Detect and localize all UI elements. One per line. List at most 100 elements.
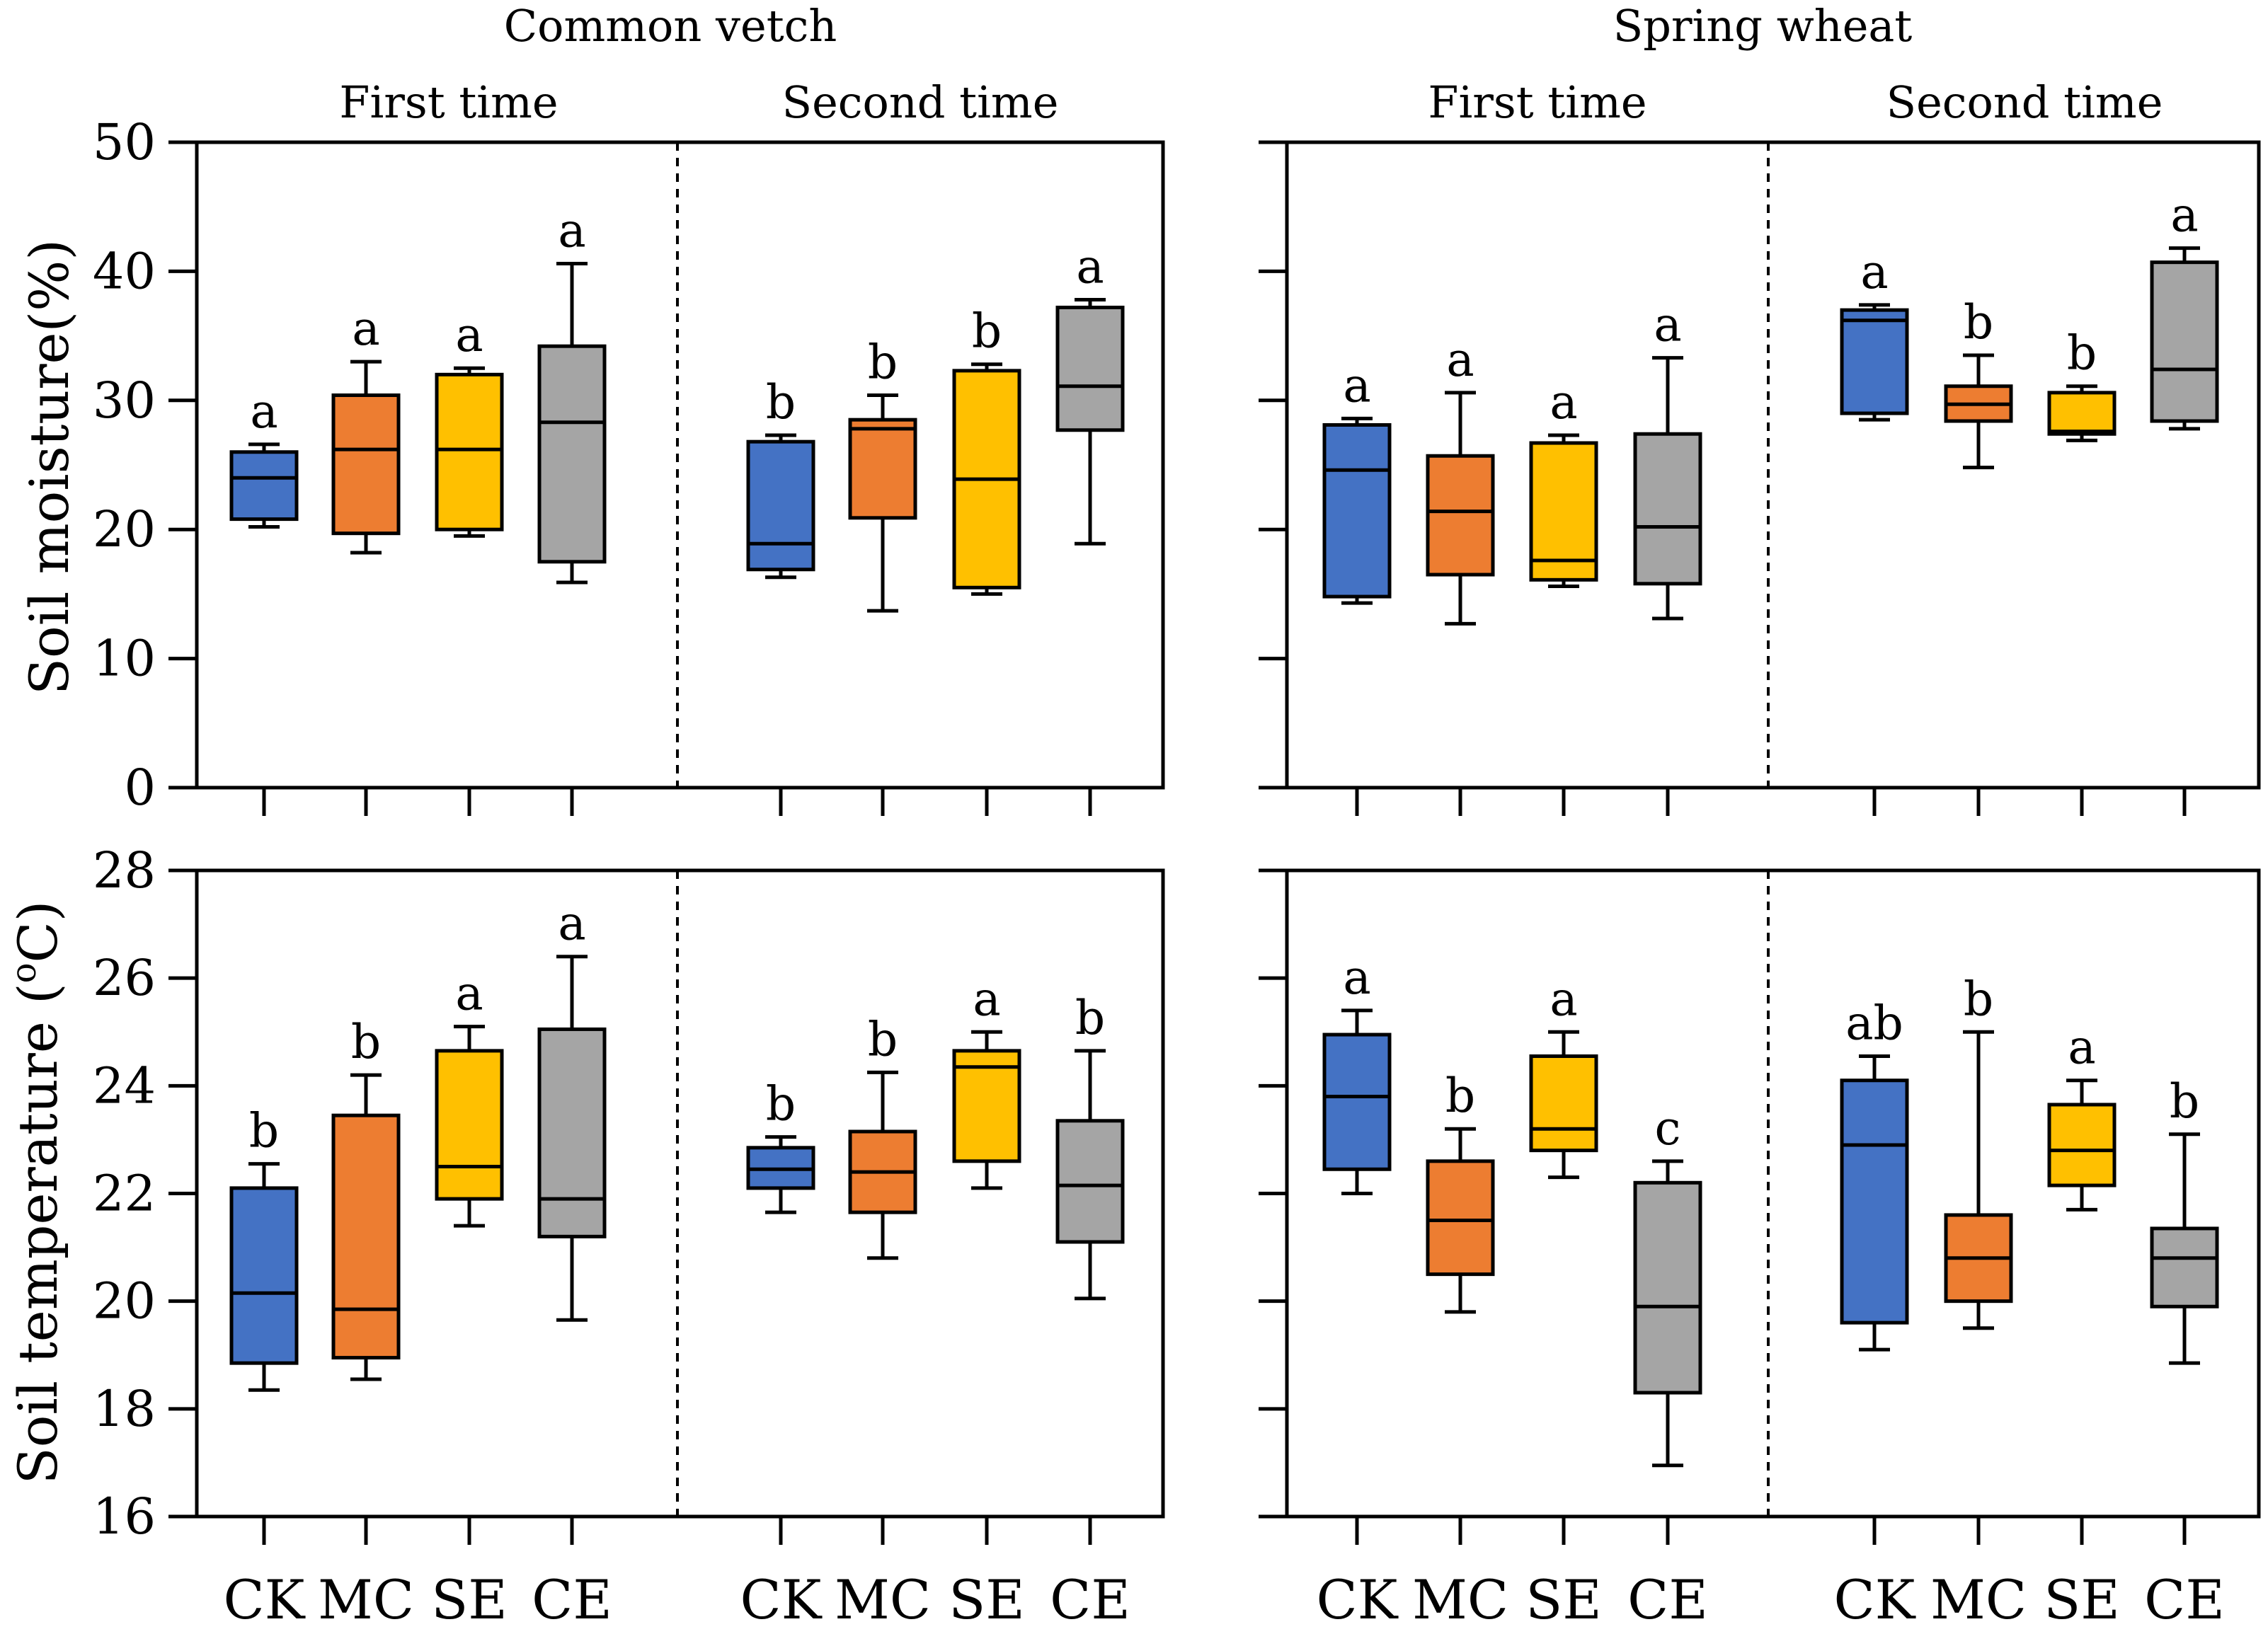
box-se-second: a [2047,1020,2117,1212]
y-tick-label: 22 [93,1165,156,1223]
box-rect [1055,305,1125,432]
box-rect [435,372,504,531]
x-tick-label: CE [1050,1568,1130,1631]
box-se-first: a [1529,972,1598,1180]
box-rect [1633,1180,1702,1395]
significance-letter: a [1550,375,1577,430]
panel-frame [1285,140,2261,790]
significance-letter: a [2170,188,2198,243]
panel-2: a a a a a b b a [1259,140,2261,816]
significance-letter: a [558,203,585,258]
temp-label-main: Soil temperature ( [6,983,69,1484]
significance-letter: b [766,375,796,430]
box-ce-second: b [2150,1074,2219,1365]
box-rect [1633,432,1702,586]
box-rect [435,1049,504,1201]
x-tick-label: SE [1525,1568,1602,1631]
panel-1: 0 10 20 30 40 50 a a a a b b b a [93,113,1165,817]
box-ce-second: b [1055,991,1125,1301]
box-mc-second: b [1944,972,2013,1330]
significance-letter: a [2068,1020,2095,1075]
box-ce-second: a [1055,240,1125,546]
y-axis-label-moisture: Soil moisture(%) [18,239,81,695]
box-rect [1426,454,1495,577]
box-se-first: a [1529,375,1598,588]
y-axis-label-temperature: Soil temperature (oC) [4,901,69,1485]
significance-letter: b [351,1015,381,1069]
box-rect [2150,260,2219,423]
box-mc-second: b [848,335,917,613]
box-ck-first: a [1322,358,1392,605]
box-rect [1529,441,1598,582]
significance-letter: a [250,384,277,439]
box-ck-second: b [746,375,815,580]
x-tick-label: CE [2144,1568,2225,1631]
box-rect [229,1186,299,1365]
significance-letter: a [1550,972,1577,1026]
box-rect [2150,1226,2219,1308]
temp-label-unit: C) [6,901,69,963]
significance-letter: b [868,335,898,390]
significance-letter: b [868,1012,898,1066]
box-ck-second: a [1840,245,1909,422]
significance-letter: b [1445,1069,1475,1123]
y-tick-label: 16 [93,1488,156,1546]
box-rect [1322,422,1392,599]
y-tick-label: 20 [93,500,156,558]
box-ck-second: b [746,1077,815,1214]
box-se-first: a [435,967,504,1228]
box-rect [331,1113,401,1360]
significance-letter: b [766,1077,796,1132]
box-rect [1426,1159,1495,1277]
box-mc-second: b [1944,295,2013,470]
y-tick-label: 28 [93,841,156,899]
x-tick-label: MC [835,1568,931,1631]
box-mc-first: b [1426,1069,1495,1314]
y-tick-label: 26 [93,949,156,1007]
box-rect [537,344,607,564]
y-tick-label: 0 [124,759,156,817]
x-tick-label: CK [1317,1568,1399,1631]
box-rect [537,1027,607,1238]
significance-letter: a [1654,298,1681,352]
box-ck-first: b [229,1104,299,1392]
box-ce-first: a [537,897,607,1322]
significance-letter: b [249,1104,279,1158]
significance-letter: b [2170,1074,2199,1129]
box-mc-first: b [331,1015,401,1381]
significance-letter: a [1343,950,1370,1005]
significance-letter: b [1075,991,1105,1045]
box-mc-first: a [331,301,401,555]
col-title-common-vetch: Common vetch [504,0,837,52]
x-tick-label: CE [532,1568,612,1631]
x-tick-label: SE [431,1568,508,1631]
box-se-first: a [435,308,504,538]
box-ck-second: ab [1840,996,1909,1352]
y-tick-label: 10 [93,630,156,688]
x-tick-label: MC [1930,1568,2027,1631]
x-tick-label: CK [1834,1568,1916,1631]
y-tick-label: 24 [93,1057,156,1115]
time-label-sw-first: First time [1428,76,1646,128]
significance-letter: b [1964,972,1993,1026]
significance-letter: b [1964,295,1993,350]
significance-letter: a [455,967,483,1021]
significance-letter: a [352,301,379,356]
box-ce-second: a [2150,188,2219,431]
x-tick-label: CK [224,1568,306,1631]
box-rect [1529,1054,1598,1153]
box-rect [1840,308,1909,415]
y-tick-label: 50 [93,113,156,171]
temp-label-superscript: o [4,962,44,983]
y-tick-label: 40 [93,242,156,300]
significance-letter: b [972,304,1002,359]
box-rect [229,450,299,522]
significance-letter: a [973,972,1000,1026]
box-mc-second: b [848,1012,917,1260]
significance-letter: ab [1845,996,1903,1050]
x-tick-label: MC [318,1568,414,1631]
x-tick-label: CE [1627,1568,1708,1631]
